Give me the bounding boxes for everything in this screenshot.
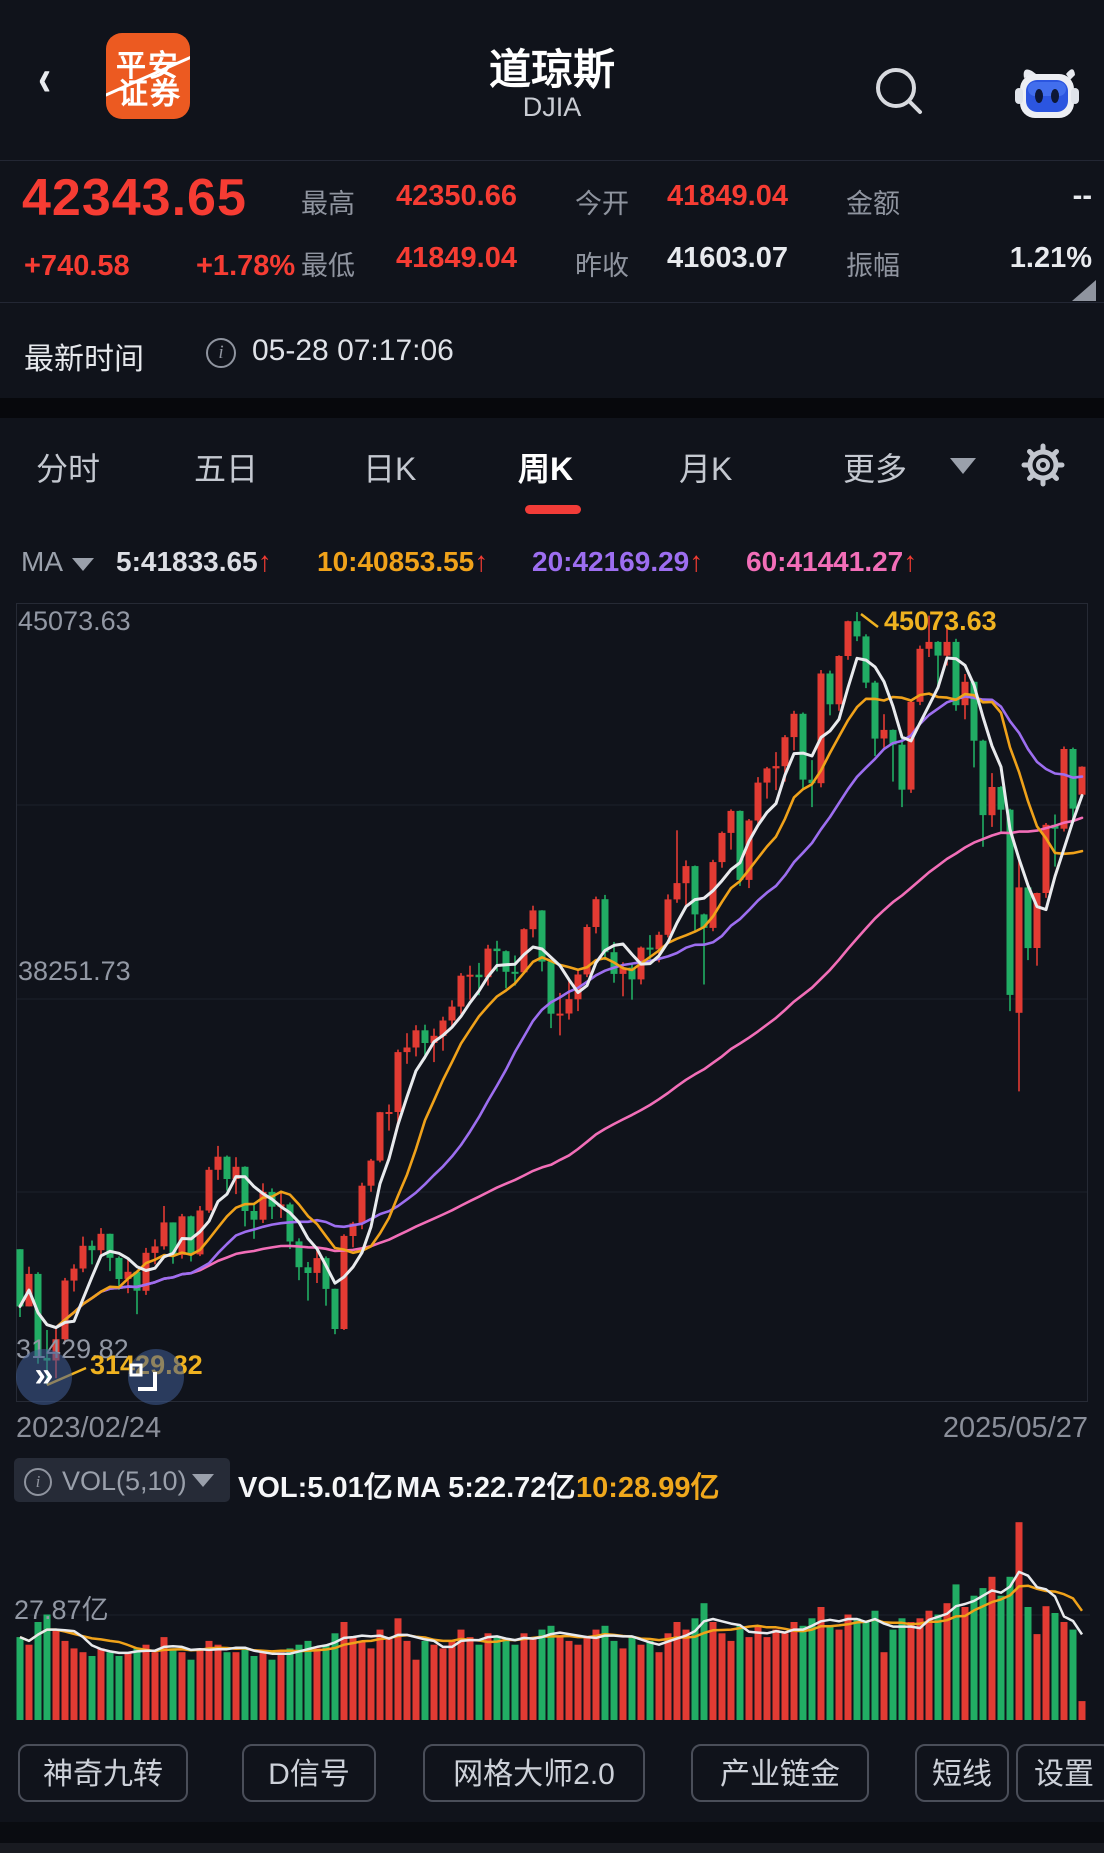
- expand-stats-icon[interactable]: [1072, 280, 1096, 301]
- y-axis-label-max: 45073.63: [18, 606, 131, 636]
- stat-label-amount: 金额: [846, 189, 900, 219]
- last-price: 42343.65: [22, 169, 247, 227]
- stat-label-high: 最高: [301, 189, 355, 219]
- stat-value-high: 42350.66: [396, 180, 517, 212]
- price-change: +740.58: [24, 250, 130, 282]
- x-axis-date-end: 2025/05/27: [942, 1412, 1088, 1444]
- divider: [0, 302, 1104, 303]
- y-axis-label-mid: 38251.73: [18, 956, 131, 986]
- price-change-percent: +1.78%: [196, 250, 296, 282]
- stat-label-low: 最低: [301, 251, 355, 281]
- stat-value-prev-close: 41603.07: [667, 242, 788, 274]
- tab-monthly-k[interactable]: 月K: [679, 451, 733, 487]
- high-annotation: 45073.63: [884, 606, 997, 636]
- candlestick-chart[interactable]: [0, 600, 1104, 1405]
- up-arrow-icon: ↑: [903, 546, 918, 577]
- ma60-value: 60:41441.27↑: [746, 546, 918, 577]
- toolbar-industry-chain[interactable]: 产业链金: [691, 1744, 869, 1802]
- tab-weekly-k[interactable]: 周K: [518, 451, 574, 487]
- gesture-bar: [0, 1843, 1104, 1853]
- stat-label-prev-close: 昨收: [575, 251, 629, 281]
- back-icon[interactable]: ‹: [38, 49, 52, 107]
- volume-ma5: MA 5:22.72亿: [396, 1472, 576, 1504]
- up-arrow-icon: ↑: [474, 546, 489, 577]
- stat-value-low: 41849.04: [396, 242, 517, 274]
- up-arrow-icon: ↑: [689, 546, 704, 577]
- volume-indicator-label: VOL(5,10): [62, 1466, 187, 1496]
- divider: [0, 160, 1104, 161]
- search-icon[interactable]: [872, 64, 926, 118]
- latest-time-value: 05-28 07:17:06: [252, 334, 454, 367]
- info-icon[interactable]: i: [206, 338, 236, 368]
- stat-value-open: 41849.04: [667, 180, 788, 212]
- ma5-value: 5:41833.65↑: [116, 546, 272, 577]
- chevron-down-icon[interactable]: [950, 458, 976, 474]
- active-tab-underline: [525, 505, 581, 514]
- toolbar-magic-nine[interactable]: 神奇九转: [18, 1744, 188, 1802]
- toolbar-settings[interactable]: 设置: [1016, 1744, 1104, 1802]
- ma-indicator-label[interactable]: MA: [21, 546, 63, 577]
- section-gap: [0, 398, 1104, 418]
- ma10-value: 10:40853.55↑: [317, 546, 489, 577]
- stat-value-amplitude: 1.21%: [1009, 242, 1092, 274]
- volume-ma10: 10:28.99亿: [576, 1472, 720, 1504]
- latest-time-label: 最新时间: [24, 343, 144, 376]
- toolbar-grid-master[interactable]: 网格大师2.0: [423, 1744, 645, 1802]
- ma20-value: 20:42169.29↑: [532, 546, 704, 577]
- up-arrow-icon: ↑: [257, 546, 272, 577]
- stat-value-amount: --: [1072, 180, 1092, 212]
- ai-assistant-icon[interactable]: [1012, 62, 1082, 128]
- page-title: 道琼斯: [488, 46, 615, 93]
- gear-icon[interactable]: [1018, 440, 1068, 490]
- chevron-down-icon: [192, 1474, 214, 1487]
- tab-5day[interactable]: 五日: [194, 451, 259, 487]
- stat-label-open: 今开: [575, 189, 629, 219]
- ticker-symbol: DJIA: [522, 92, 582, 122]
- collapse-drawer-button[interactable]: »: [16, 1349, 72, 1405]
- toolbar-short-term[interactable]: 短线: [915, 1744, 1009, 1802]
- ma-dropdown-icon[interactable]: [72, 558, 94, 571]
- x-axis-date-start: 2023/02/24: [16, 1412, 162, 1444]
- tab-more[interactable]: 更多: [843, 451, 908, 487]
- tab-daily-k[interactable]: 日K: [363, 451, 417, 487]
- stat-label-amplitude: 振幅: [846, 251, 900, 281]
- volume-current: VOL:5.01亿: [238, 1472, 393, 1504]
- pingan-securities-logo: 平安 证券: [106, 33, 190, 119]
- info-icon[interactable]: i: [24, 1468, 52, 1496]
- landscape-rotate-button[interactable]: [128, 1349, 184, 1405]
- volume-axis-label: 27.87亿: [14, 1595, 109, 1625]
- tab-minute[interactable]: 分时: [36, 451, 101, 487]
- volume-chart[interactable]: [0, 1495, 1104, 1725]
- toolbar-d-signal[interactable]: D信号: [242, 1744, 376, 1802]
- bottom-bar: [0, 1822, 1104, 1853]
